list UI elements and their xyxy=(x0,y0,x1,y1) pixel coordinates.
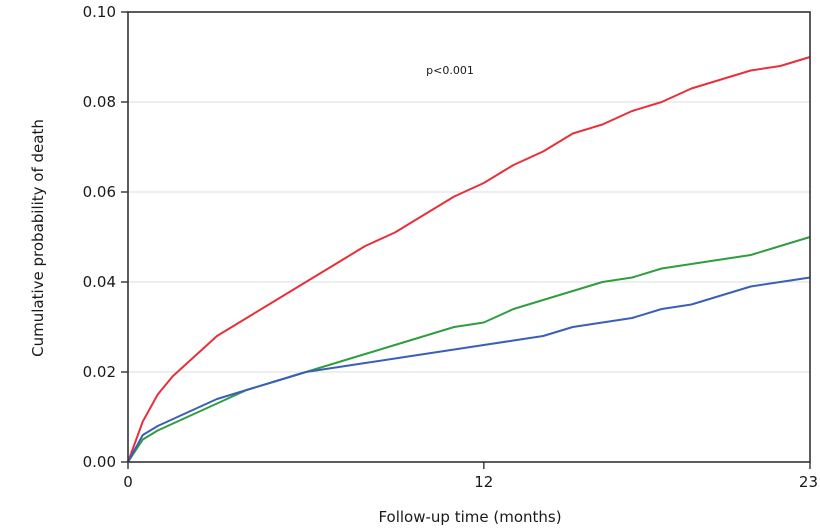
y-tick-label: 0.00 xyxy=(83,453,116,471)
y-tick-label: 0.06 xyxy=(83,183,116,201)
p-value-annotation: p<0.001 xyxy=(426,64,474,77)
x-tick-label: 23 xyxy=(799,473,818,491)
y-tick-label: 0.08 xyxy=(83,93,116,111)
y-tick-label: 0.04 xyxy=(83,273,116,291)
y-axis-title: Cumulative probability of death xyxy=(29,119,47,357)
series-line-3 xyxy=(127,276,811,463)
axes xyxy=(127,11,811,463)
ticks: 0.00 0.02 0.04 0.06 0.08 0.10 0 12 23 xyxy=(83,3,818,491)
series-line-1 xyxy=(127,56,811,463)
y-tick-label: 0.02 xyxy=(83,363,116,381)
plot-frame xyxy=(127,11,811,463)
x-tick-label: 12 xyxy=(474,473,493,491)
y-tick-label: 0.10 xyxy=(83,3,116,21)
series-line-2 xyxy=(127,236,811,463)
x-axis-title: Follow-up time (months) xyxy=(378,508,561,526)
series-layer xyxy=(127,56,811,463)
x-tick-label: 0 xyxy=(123,473,133,491)
